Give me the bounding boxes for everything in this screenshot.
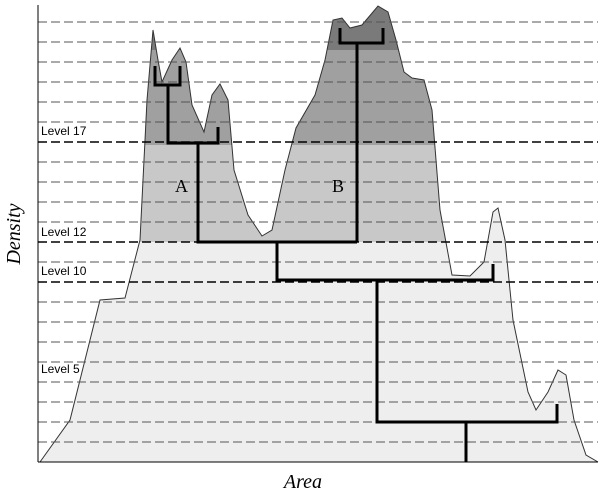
level-label: Level 12: [41, 225, 87, 239]
density-fill: [40, 6, 598, 462]
region-label: A: [175, 176, 188, 196]
level-label: Level 10: [41, 264, 87, 278]
level-label: Level 17: [41, 124, 87, 138]
tree: [153, 28, 559, 462]
level-lines: [38, 21, 598, 443]
x-axis-label: Area: [282, 471, 322, 493]
y-axis-label: Density: [3, 203, 25, 265]
region-label: B: [332, 176, 344, 196]
level-label: Level 5: [41, 362, 80, 376]
density-curve: [39, 5, 599, 463]
